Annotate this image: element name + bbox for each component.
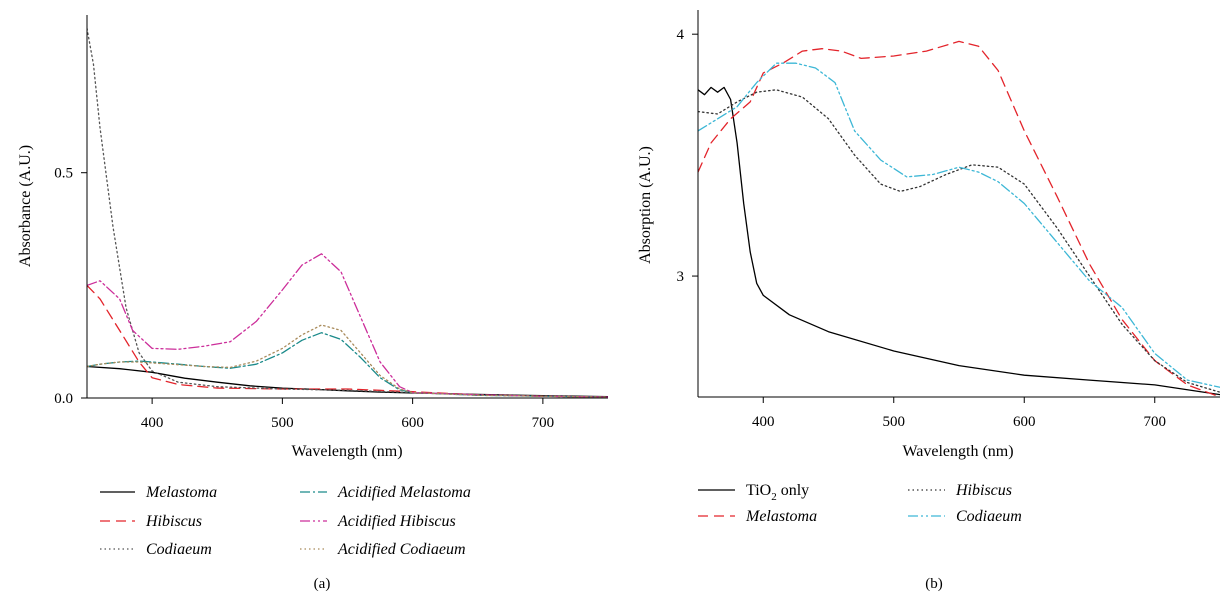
chart-a-panel-label: (a) [314,576,331,592]
chart-a-y-tick-label: 0.5 [54,166,73,182]
chart-panel-b: 400 500 600 700 34 Wavelength (nm) Absorpti… [637,10,1220,592]
chart-panel-a: 400 500 600 700 0.0 0.5 Wavelength (nm) Abso… [17,15,608,592]
chart-a-x-tick-label: 500 [271,415,294,431]
chart-a-x-ticks: 400 500 600 700 [141,398,554,431]
chart-a-plot-area [87,27,608,398]
chart-a-series-line-melastoma [87,365,608,398]
chart-b-series-line-hibiscus [698,89,1220,393]
chart-a-legend-label-acidified-melastoma: Acidified Melastoma [337,484,471,501]
chart-b-x-tick-label: 400 [752,414,775,430]
chart-a-legend: Melastoma Hibiscus Codiaeum Acidified Melas… [100,484,471,558]
chart-b-panel-label: (b) [925,576,943,592]
chart-a-legend-label-acidified-codiaeum: Acidified Codiaeum [337,541,466,558]
chart-b-legend-label-melastoma: Melastoma [745,508,817,525]
chart-a-y-ticks: 0.0 0.5 [54,166,87,407]
chart-b-y-ticks: 34 [677,27,698,285]
chart-a-y-axis-label: Absorbance (A.U.) [17,145,34,267]
chart-b-legend-label-codiaeum: Codiaeum [956,508,1022,525]
chart-a-x-axis-label: Wavelength (nm) [291,443,402,460]
chart-b-legend-label-hibiscus: Hibiscus [955,482,1012,499]
chart-b-x-tick-label: 500 [883,414,906,430]
chart-a-legend-label-codiaeum: Codiaeum [146,541,212,558]
chart-a-x-tick-label: 700 [532,415,555,431]
chart-b-y-tick-label: 3 [677,269,685,285]
chart-a-legend-label-hibiscus: Hibiscus [145,513,202,530]
chart-b-legend: TiO2 only Melastoma Hibiscus Codiaeum [698,482,1022,525]
chart-b-x-tick-label: 600 [1013,414,1036,430]
chart-a-series-line-hibiscus [87,284,608,398]
chart-a-legend-label-acidified-hibiscus: Acidified Hibiscus [337,513,456,530]
chart-a-series-line-acidified-melastoma [87,332,608,398]
chart-b-series-line-melastoma [698,40,1220,397]
chart-a-y-tick-label: 0.0 [54,391,73,407]
chart-a-legend-label-melastoma: Melastoma [145,484,217,501]
chart-a-series-line-codiaeum [87,27,608,398]
chart-b-x-ticks: 400 500 600 700 [752,397,1166,430]
chart-b-y-tick-label: 4 [677,27,685,43]
chart-b-x-tick-label: 700 [1144,414,1167,430]
chart-b-y-axis-label: Absorption (A.U.) [637,146,654,264]
chart-a-series-line-acidified-hibiscus [87,253,608,398]
chart-a-x-tick-label: 600 [401,415,424,431]
chart-a-series-line-acidified-codiaeum [87,324,608,398]
chart-b-series-line-codiaeum [698,62,1220,388]
chart-b-plot-area [698,40,1220,397]
chart-b-legend-label-tio2-only: TiO2 only [746,482,809,503]
chart-b-series-line-tio2-only [698,86,1220,396]
chart-b-x-axis-label: Wavelength (nm) [902,443,1013,460]
chart-a-x-tick-label: 400 [141,415,164,431]
